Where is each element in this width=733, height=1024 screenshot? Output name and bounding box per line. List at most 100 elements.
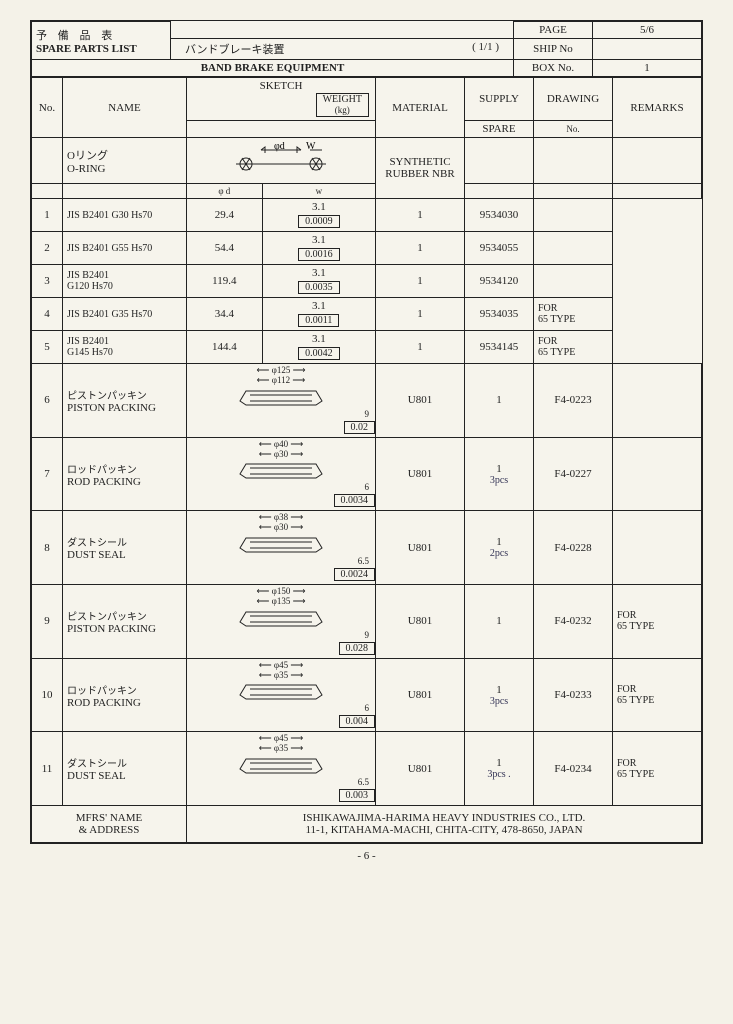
oring-row: 5JIS B2401 G145 Hs70144.43.10.0042195341… xyxy=(32,331,702,364)
row-d: 34.4 xyxy=(187,298,263,331)
row-w: 3.10.0016 xyxy=(262,232,375,265)
row-w: 3.10.0011 xyxy=(262,298,375,331)
oring-row: 2JIS B2401 G55 Hs7054.43.10.001619534055 xyxy=(32,232,702,265)
row-spare: 13pcs xyxy=(465,658,534,732)
packing-row: 6ピストンパッキンPISTON PACKING⟵ φ125 ⟶⟵ φ112 ⟶9… xyxy=(32,364,702,438)
page-value: 5/6 xyxy=(593,22,702,39)
equipment-title: BAND BRAKE EQUIPMENT xyxy=(32,60,514,77)
row-name: ダストシールDUST SEAL xyxy=(63,511,187,585)
row-drawing: F4-0227 xyxy=(534,437,613,511)
packing-row: 8ダストシールDUST SEAL⟵ φ38 ⟶⟵ φ30 ⟶6.50.0024U… xyxy=(32,511,702,585)
svg-text:φd: φd xyxy=(274,142,285,152)
row-spare: 1 xyxy=(465,364,534,438)
box-label: BOX No. xyxy=(514,60,593,77)
row-remarks xyxy=(534,265,613,298)
column-header-row: No. NAME SKETCH WEIGHT (kg) MATERIAL SUP… xyxy=(32,78,702,121)
oring-row: 3JIS B2401 G120 Hs70119.43.10.0035195341… xyxy=(32,265,702,298)
title-jp: 予 備 品 表 xyxy=(36,27,166,43)
col-no: No. xyxy=(32,78,63,138)
row-drawing: 9534120 xyxy=(465,265,534,298)
mfrs-row: MFRS' NAME & ADDRESS ISHIKAWAJIMA-HARIMA… xyxy=(32,806,702,843)
oring-subhead-row: φ d w xyxy=(32,184,702,199)
handwritten-qty: 3pcs . xyxy=(469,769,529,780)
row-sketch: ⟵ φ150 ⟶⟵ φ135 ⟶90.028 xyxy=(187,585,376,659)
row-spec: JIS B2401 G120 Hs70 xyxy=(63,265,187,298)
row-no: 7 xyxy=(32,437,63,511)
row-d: 144.4 xyxy=(187,331,263,364)
row-w: 3.10.0009 xyxy=(262,199,375,232)
subtitle-count: ( 1/1 ) xyxy=(472,41,509,53)
row-spare: 1 xyxy=(465,585,534,659)
row-no: 1 xyxy=(32,199,63,232)
handwritten-qty: 3pcs xyxy=(469,475,529,486)
row-spare: 1 xyxy=(376,232,465,265)
row-name: ピストンパッキンPISTON PACKING xyxy=(63,364,187,438)
row-d: 29.4 xyxy=(187,199,263,232)
row-drawing: F4-0233 xyxy=(534,658,613,732)
oring-sketch-icon: φd W xyxy=(226,142,336,176)
box-value: 1 xyxy=(593,60,702,77)
spare-parts-sheet: 予 備 品 表 SPARE PARTS LIST PAGE 5/6 バンドブレー… xyxy=(30,20,703,844)
row-sketch: ⟵ φ45 ⟶⟵ φ35 ⟶60.004 xyxy=(187,658,376,732)
row-name: ロッドパッキンROD PACKING xyxy=(63,437,187,511)
row-remarks: FOR 65 TYPE xyxy=(613,732,702,806)
row-drawing: F4-0228 xyxy=(534,511,613,585)
row-spare: 1 xyxy=(376,331,465,364)
handwritten-qty: 3pcs xyxy=(469,696,529,707)
row-no: 4 xyxy=(32,298,63,331)
col-spare: SPARE xyxy=(465,121,534,138)
col-sketch: SKETCH xyxy=(191,80,371,92)
row-drawing: 9534055 xyxy=(465,232,534,265)
row-remarks: FOR 65 TYPE xyxy=(613,658,702,732)
row-name: ロッドパッキンROD PACKING xyxy=(63,658,187,732)
row-name: ダストシールDUST SEAL xyxy=(63,732,187,806)
handwritten-qty: 2pcs xyxy=(469,548,529,559)
row-remarks xyxy=(613,511,702,585)
row-no: 9 xyxy=(32,585,63,659)
row-no: 3 xyxy=(32,265,63,298)
packing-row: 9ピストンパッキンPISTON PACKING⟵ φ150 ⟶⟵ φ135 ⟶9… xyxy=(32,585,702,659)
packing-row: 7ロッドパッキンROD PACKING⟵ φ40 ⟶⟵ φ30 ⟶60.0034… xyxy=(32,437,702,511)
row-spec: JIS B2401 G145 Hs70 xyxy=(63,331,187,364)
row-w: 3.10.0042 xyxy=(262,331,375,364)
row-w: 3.10.0035 xyxy=(262,265,375,298)
row-sketch: ⟵ φ38 ⟶⟵ φ30 ⟶6.50.0024 xyxy=(187,511,376,585)
row-name: ピストンパッキンPISTON PACKING xyxy=(63,585,187,659)
header-table: 予 備 品 表 SPARE PARTS LIST PAGE 5/6 バンドブレー… xyxy=(31,21,702,77)
oring-name-en: O-RING xyxy=(67,163,182,175)
oring-header-row: Oリング O-RING φd W SYNTHETIC RUBBER NBR xyxy=(32,138,702,184)
row-no: 2 xyxy=(32,232,63,265)
oring-material: SYNTHETIC RUBBER NBR xyxy=(376,138,465,199)
oring-col-d: φ d xyxy=(187,184,263,199)
col-drawing-no: No. xyxy=(534,121,613,138)
row-spec: JIS B2401 G30 Hs70 xyxy=(63,199,187,232)
row-spare: 1 xyxy=(376,199,465,232)
row-material: U801 xyxy=(376,511,465,585)
row-spare: 13pcs . xyxy=(465,732,534,806)
row-drawing: F4-0232 xyxy=(534,585,613,659)
row-no: 11 xyxy=(32,732,63,806)
col-material: MATERIAL xyxy=(376,78,465,138)
packing-row: 10ロッドパッキンROD PACKING⟵ φ45 ⟶⟵ φ35 ⟶60.004… xyxy=(32,658,702,732)
col-weight: WEIGHT xyxy=(323,94,362,105)
page-footer: - 6 - xyxy=(30,850,703,862)
subtitle-jp: バンドブレーキ装置 xyxy=(175,44,285,56)
row-remarks: FOR 65 TYPE xyxy=(613,585,702,659)
row-material: U801 xyxy=(376,437,465,511)
row-remarks: FOR 65 TYPE xyxy=(534,331,613,364)
row-no: 8 xyxy=(32,511,63,585)
row-spare: 1 xyxy=(376,265,465,298)
row-d: 119.4 xyxy=(187,265,263,298)
row-drawing: F4-0234 xyxy=(534,732,613,806)
row-drawing: 9534145 xyxy=(465,331,534,364)
oring-col-w: w xyxy=(262,184,375,199)
row-drawing: F4-0223 xyxy=(534,364,613,438)
row-d: 54.4 xyxy=(187,232,263,265)
col-remarks: REMARKS xyxy=(613,78,702,138)
row-material: U801 xyxy=(376,585,465,659)
ship-label: SHIP No xyxy=(514,39,593,60)
row-spare: 13pcs xyxy=(465,437,534,511)
row-spare: 12pcs xyxy=(465,511,534,585)
row-remarks xyxy=(534,232,613,265)
col-name: NAME xyxy=(63,78,187,138)
